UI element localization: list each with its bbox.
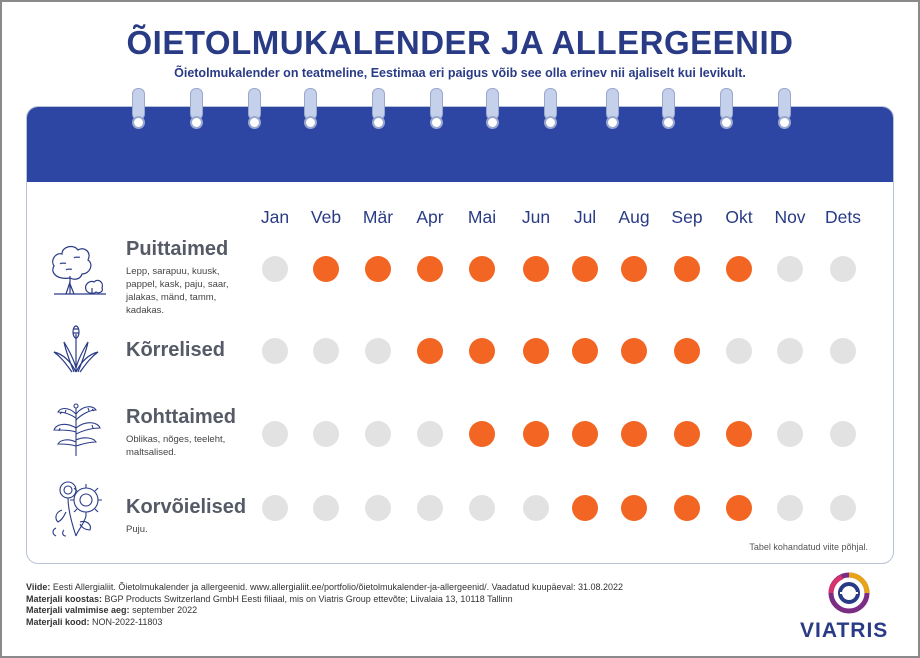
pollen-dot-inactive: [777, 421, 803, 447]
viatris-logo-icon: [828, 572, 870, 614]
month-label-jun: Jun: [521, 207, 551, 227]
table-note: Tabel kohandatud viite põhjal.: [749, 542, 868, 552]
pollen-dot-active: [572, 256, 598, 282]
calendar-ring: [132, 88, 145, 130]
month-label-apr: Apr: [416, 207, 444, 227]
pollen-dot-active: [726, 256, 752, 282]
calendar-ring: [720, 88, 733, 130]
viatris-logo-text: VIATRIS: [800, 619, 889, 642]
calendar-ring: [190, 88, 203, 130]
calendar-ring: [544, 88, 557, 130]
pollen-dot-active: [572, 338, 598, 364]
grass-icon: [53, 325, 99, 373]
pollen-dot-active: [621, 338, 647, 364]
calendar-ring: [430, 88, 443, 130]
month-label-okt: Okt: [725, 207, 753, 227]
pollen-dot-active: [523, 338, 549, 364]
pollen-dot-inactive: [365, 338, 391, 364]
calendar-ring: [662, 88, 675, 130]
pollen-dot-active: [469, 256, 495, 282]
pollen-dot-inactive: [365, 495, 391, 521]
pollen-dot-active: [417, 338, 443, 364]
month-label-jul: Jul: [573, 207, 597, 227]
pollen-dot-active: [313, 256, 339, 282]
pollen-dot-inactive: [262, 338, 288, 364]
page-subtitle: Õietolmukalender on teatmeline, Eestimaa…: [174, 66, 746, 80]
month-label-jan: Jan: [260, 207, 290, 227]
calendar-header: [27, 107, 893, 182]
pollen-dot-active: [469, 421, 495, 447]
pollen-dot-inactive: [830, 338, 856, 364]
footer-code: Materjali kood: NON-2022-11803: [26, 616, 163, 627]
calendar-ring: [778, 88, 791, 130]
category-desc-rohttaimed: Oblikas, nõges, teeleht, maltsalised.: [126, 434, 226, 458]
footer-date: Materjali valmimise aeg: september 2022: [26, 605, 198, 615]
calendar-ring: [372, 88, 385, 130]
pollen-dot-inactive: [313, 338, 339, 364]
herb-icon: [53, 403, 101, 456]
calendar-ring: [304, 88, 317, 130]
pollen-dot-inactive: [523, 495, 549, 521]
pollen-dot-active: [621, 421, 647, 447]
pollen-dot-inactive: [777, 338, 803, 364]
pollen-dot-inactive: [469, 495, 495, 521]
pollen-dot-active: [726, 421, 752, 447]
pollen-dot-inactive: [830, 495, 856, 521]
pollen-dot-active: [726, 495, 752, 521]
pollen-dot-active: [572, 421, 598, 447]
pollen-dot-inactive: [313, 421, 339, 447]
month-label-veb: Veb: [310, 207, 342, 227]
month-label-aug: Aug: [618, 207, 650, 227]
calendar-ring: [486, 88, 499, 130]
pollen-dot-inactive: [830, 256, 856, 282]
calendar-ring: [248, 88, 261, 130]
pollen-dot-inactive: [262, 495, 288, 521]
category-desc-puittaimed: Lepp, sarapuu, kuusk, pappel, kask, paju…: [126, 266, 229, 316]
pollen-dot-inactive: [262, 256, 288, 282]
pollen-dot-active: [674, 256, 700, 282]
calendar-ring: [606, 88, 619, 130]
pollen-dot-active: [621, 495, 647, 521]
pollen-dot-inactive: [417, 495, 443, 521]
month-label-nov: Nov: [774, 207, 806, 227]
pollen-dot-active: [365, 256, 391, 282]
daisy-icon: [52, 481, 102, 537]
month-label-dets: Dets: [825, 207, 861, 227]
pollen-dot-inactive: [313, 495, 339, 521]
category-name-puittaimed: Puittaimed: [126, 238, 229, 260]
page-title: ÕIETOLMUKALENDER JA ALLERGEENID: [126, 24, 794, 61]
pollen-dot-active: [469, 338, 495, 364]
pollen-dot-inactive: [365, 421, 391, 447]
pollen-dot-active: [572, 495, 598, 521]
pollen-dot-active: [621, 256, 647, 282]
month-label-mär: Mär: [362, 207, 394, 227]
tree-icon: [52, 245, 106, 295]
pollen-dot-inactive: [262, 421, 288, 447]
pollen-dot-active: [674, 495, 700, 521]
category-desc-korvoielised: Puju.: [126, 524, 148, 535]
month-label-mai: Mai: [467, 207, 497, 227]
month-label-sep: Sep: [671, 207, 703, 227]
pollen-dot-active: [523, 256, 549, 282]
pollen-dot-active: [674, 421, 700, 447]
category-name-korvoielised: Korvõielised: [126, 496, 247, 518]
footer-source: Viide: Eesti Allergialiit. Õietolmukalen…: [26, 582, 624, 592]
footer-compiled: Materjali koostas: BGP Products Switzerl…: [26, 593, 513, 604]
pollen-dot-inactive: [777, 256, 803, 282]
pollen-dot-active: [523, 421, 549, 447]
category-name-korrelised: Kõrrelised: [126, 339, 225, 361]
pollen-dot-inactive: [830, 421, 856, 447]
calendar: [26, 106, 894, 564]
pollen-dot-inactive: [777, 495, 803, 521]
footer: Viide: Eesti Allergialiit. Õietolmukalen…: [26, 582, 623, 628]
category-name-rohttaimed: Rohttaimed: [126, 406, 236, 428]
pollen-dot-active: [674, 338, 700, 364]
pollen-dot-inactive: [726, 338, 752, 364]
pollen-dot-inactive: [417, 421, 443, 447]
pollen-dot-active: [417, 256, 443, 282]
